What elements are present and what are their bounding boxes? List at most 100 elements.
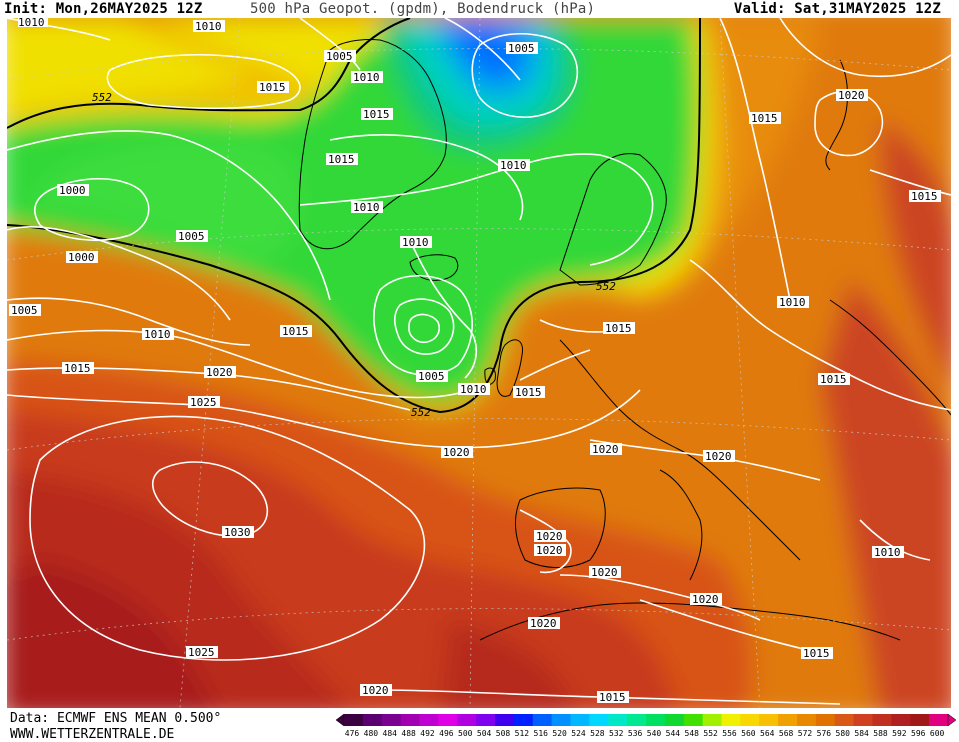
svg-text:1010: 1010 xyxy=(779,296,806,309)
svg-text:1020: 1020 xyxy=(692,593,719,606)
isobar-label: 1025 xyxy=(188,396,220,409)
scale-swatch xyxy=(400,714,420,726)
scale-swatch xyxy=(778,714,798,726)
scale-label: 524 xyxy=(571,729,586,738)
scale-swatch xyxy=(608,714,628,726)
isobar-label: 1020 xyxy=(590,443,622,456)
scale-swatch xyxy=(381,714,402,726)
scale-swatch xyxy=(740,714,760,726)
scale-label: 556 xyxy=(722,729,737,738)
data-source: Data: ECMWF ENS MEAN 0.500° xyxy=(10,711,222,726)
isobar-label: 1015 xyxy=(818,373,850,386)
svg-text:1005: 1005 xyxy=(178,230,205,243)
scale-swatch xyxy=(532,714,553,726)
isobar-label: 1020 xyxy=(441,446,473,459)
svg-text:552: 552 xyxy=(411,406,431,419)
scale-arrow-max xyxy=(947,713,956,727)
scale-label: 520 xyxy=(552,729,567,738)
isobar-label: 1020 xyxy=(690,593,722,606)
svg-text:1015: 1015 xyxy=(515,386,542,399)
init-time: Init: Mon,26MAY2025 12Z xyxy=(4,1,203,17)
scale-swatch xyxy=(929,714,949,726)
scale-label: 492 xyxy=(420,729,435,738)
svg-text:1020: 1020 xyxy=(362,684,389,697)
scale-label: 504 xyxy=(476,729,492,738)
svg-text:1010: 1010 xyxy=(195,20,222,33)
geopotential-552-contours xyxy=(7,18,701,414)
svg-text:1020: 1020 xyxy=(592,443,619,456)
geopotential-labels: 552 552 552 xyxy=(92,91,616,419)
scale-label: 592 xyxy=(892,729,907,738)
scale-label: 484 xyxy=(382,729,397,738)
scale-label: 564 xyxy=(760,729,775,738)
svg-text:1030: 1030 xyxy=(224,526,251,539)
scale-label: 480 xyxy=(363,729,379,738)
scale-label: 532 xyxy=(609,729,624,738)
svg-text:1015: 1015 xyxy=(64,362,91,375)
scale-swatch xyxy=(570,714,590,726)
scale-swatch xyxy=(834,714,855,726)
isobar-label: 1020 xyxy=(534,544,566,557)
scale-label: 600 xyxy=(929,729,945,738)
svg-text:1010: 1010 xyxy=(874,546,901,559)
isobar-label: 1010 xyxy=(18,18,48,29)
isobar-label: 1010 xyxy=(351,71,383,84)
scale-swatch xyxy=(419,714,439,726)
isobar-label: 1020 xyxy=(528,617,560,630)
scale-label: 584 xyxy=(854,729,869,738)
isobar-label: 1030 xyxy=(222,526,254,539)
contour-label-552: 552 xyxy=(596,280,616,293)
isobar-label: 1020 xyxy=(360,684,392,697)
svg-text:1020: 1020 xyxy=(838,89,865,102)
isobar-label: 1015 xyxy=(749,112,781,125)
svg-text:552: 552 xyxy=(92,91,112,104)
svg-text:1010: 1010 xyxy=(353,71,380,84)
isobar-label: 1005 xyxy=(416,370,448,383)
valid-time: Valid: Sat,31MAY2025 12Z xyxy=(733,1,941,17)
isobar-label: 1015 xyxy=(801,647,833,660)
svg-text:1015: 1015 xyxy=(328,153,355,166)
svg-text:1010: 1010 xyxy=(500,159,527,172)
isobar-label: 1015 xyxy=(361,108,393,121)
isobar-label: 1020 xyxy=(534,530,566,543)
scale-label: 488 xyxy=(401,729,416,738)
website-link[interactable]: WWW.WETTERZENTRALE.DE xyxy=(10,727,175,742)
header-bar: Init: Mon,26MAY2025 12Z 500 hPa Geopot. … xyxy=(0,0,959,18)
scale-arrow-min xyxy=(336,713,345,727)
svg-text:1020: 1020 xyxy=(530,617,557,630)
scale-swatch xyxy=(891,714,911,726)
scale-label: 516 xyxy=(533,729,548,738)
scale-swatch xyxy=(664,714,685,726)
color-scale-bar xyxy=(336,713,956,727)
weather-map[interactable]: 552 552 552 1010 1010 1005 1010 1015 101… xyxy=(7,18,951,708)
scale-swatch xyxy=(589,714,609,726)
scale-label: 588 xyxy=(873,729,888,738)
svg-text:1005: 1005 xyxy=(326,50,353,63)
isobar-label: 1010 xyxy=(498,159,530,172)
scale-swatch xyxy=(627,714,647,726)
scale-swatch xyxy=(495,714,515,726)
scale-swatch xyxy=(457,714,477,726)
isobar-label: 1015 xyxy=(909,190,941,203)
isobar-label: 1020 xyxy=(836,89,868,102)
scale-label: 580 xyxy=(835,729,850,738)
isobar-label: 1020 xyxy=(703,450,735,463)
scale-label: 572 xyxy=(797,729,813,738)
scale-label: 576 xyxy=(816,729,832,738)
lat-lon-grid xyxy=(7,18,951,708)
svg-text:1015: 1015 xyxy=(911,190,938,203)
isobar-label: 1010 xyxy=(872,546,904,559)
scale-label: 528 xyxy=(590,729,605,738)
map-canvas: 552 552 552 1010 1010 1005 1010 1015 101… xyxy=(7,18,951,708)
contour-label-552: 552 xyxy=(92,91,112,104)
isobar-label: 1010 xyxy=(777,296,809,309)
svg-text:552: 552 xyxy=(596,280,616,293)
isobar-label: 1010 xyxy=(142,328,174,341)
scale-swatch xyxy=(476,714,496,726)
isobar-label: 1015 xyxy=(280,325,312,338)
svg-text:1010: 1010 xyxy=(402,236,429,249)
svg-text:1015: 1015 xyxy=(282,325,309,338)
svg-text:1025: 1025 xyxy=(188,646,215,659)
svg-text:1010: 1010 xyxy=(460,383,487,396)
scale-label: 548 xyxy=(684,729,699,738)
